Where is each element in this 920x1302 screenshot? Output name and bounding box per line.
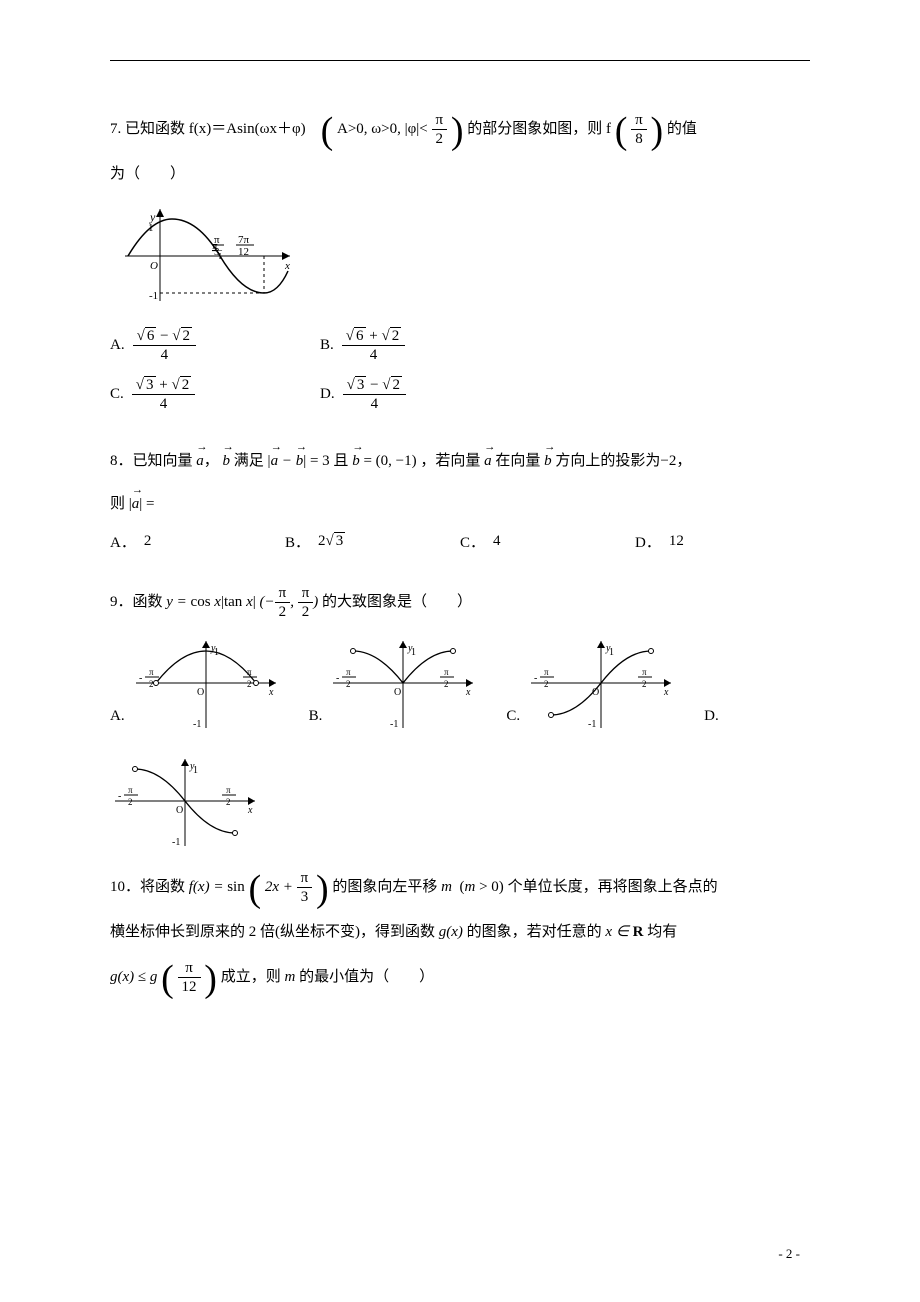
svg-text:2: 2 xyxy=(128,797,133,807)
svg-text:-: - xyxy=(534,673,537,684)
page-number: - 2 - xyxy=(778,1246,800,1262)
svg-text:π: π xyxy=(226,785,231,795)
svg-text:x: x xyxy=(465,687,471,698)
q9-options: A. O 1 -1 x y π2 - π2 B. xyxy=(110,633,810,851)
svg-text:O: O xyxy=(176,805,183,816)
q10-stem-line2: 横坐标伸长到原来的 2 倍(纵坐标不变)，得到函数 g(x) 的图象，若对任意的… xyxy=(110,916,810,949)
svg-text:O: O xyxy=(592,687,599,698)
svg-text:y: y xyxy=(407,643,413,654)
svg-text:O: O xyxy=(197,687,204,698)
svg-text:12: 12 xyxy=(238,246,249,258)
q8-opt-a: A．2 xyxy=(110,531,285,552)
svg-text:2: 2 xyxy=(149,679,154,689)
svg-text:3: 3 xyxy=(214,246,220,258)
svg-text:2: 2 xyxy=(444,679,449,689)
svg-text:-: - xyxy=(118,791,121,802)
svg-text:x: x xyxy=(268,687,274,698)
q10-stem-line3: g(x) ≤ g ( π12 ) 成立，则 m 的最小值为（ ） xyxy=(110,959,810,996)
q8-opt-b: B．23 xyxy=(285,531,460,552)
svg-text:x: x xyxy=(663,687,669,698)
q8-opt-c: C．4 xyxy=(460,531,635,552)
svg-text:π: π xyxy=(128,785,133,795)
svg-text:2: 2 xyxy=(642,679,647,689)
q7-graph: y 1 -1 O x π — π 3 7π 12 xyxy=(120,201,810,311)
svg-text:-: - xyxy=(336,673,339,684)
svg-text:7π: 7π xyxy=(238,234,250,246)
q7-stem-c: 的值 xyxy=(667,121,697,137)
svg-text:x: x xyxy=(284,260,290,272)
svg-text:O: O xyxy=(394,687,401,698)
svg-text:π: π xyxy=(642,667,647,677)
q7-options: A. 6 − 2 4 B. 6 + 2 4 C. 3 + 2 4 D. 3 − … xyxy=(110,327,810,425)
q9-opt-d: O 1 -1 x y π2 - π2 xyxy=(110,751,810,851)
q10-stem-line1: 10．将函数 f(x) = sin ( 2x + π3 ) 的图象向左平移 m … xyxy=(110,869,810,906)
svg-text:2: 2 xyxy=(346,679,351,689)
svg-text:y: y xyxy=(210,643,216,654)
q8-stem-line1: 8．已知向量 a， b 满足 |a − b| = 3 且 b = (0, −1)… xyxy=(110,445,810,478)
q9-stem: 9．函数 y = cos x|tan x| (−π2, π2) 的大致图象是（ … xyxy=(110,584,810,621)
q9-opt-c: C. O 1 -1 x y π2 - π2 xyxy=(506,633,676,733)
svg-text:-1: -1 xyxy=(390,719,398,730)
q8-opt-d: D．12 xyxy=(635,531,810,552)
q8-stem-line2: 则 |a| = xyxy=(110,488,810,521)
svg-text:x: x xyxy=(247,805,253,816)
svg-text:π: π xyxy=(214,234,220,246)
q9-opt-b: B. O 1 -1 x y π2 - π2 xyxy=(309,633,479,733)
svg-text:-1: -1 xyxy=(588,719,596,730)
q8-options: A．2 B．23 C．4 D．12 xyxy=(110,531,810,564)
svg-text:y: y xyxy=(189,761,195,772)
svg-text:π: π xyxy=(346,667,351,677)
svg-text:1: 1 xyxy=(148,222,154,234)
svg-text:2: 2 xyxy=(226,797,231,807)
q7-condition: ( A>0, ω>0, |φ|< π 2 ) xyxy=(321,121,468,137)
svg-text:2: 2 xyxy=(247,679,252,689)
q9-opt-d-label: D. xyxy=(704,708,719,733)
svg-text:π: π xyxy=(444,667,449,677)
svg-text:π: π xyxy=(149,667,154,677)
svg-text:-1: -1 xyxy=(149,290,158,302)
svg-text:-: - xyxy=(139,673,142,684)
q7-opt-d: D. 3 − 2 4 xyxy=(320,376,740,413)
exam-page: 7. 已知函数 f(x)＝Asin(ωx＋φ) ( A>0, ω>0, |φ|<… xyxy=(0,0,920,1302)
q7-stem-line2: 为（ ） xyxy=(110,158,810,191)
svg-text:π: π xyxy=(247,667,252,677)
top-rule xyxy=(110,60,810,61)
svg-text:O: O xyxy=(150,260,158,272)
svg-text:y: y xyxy=(605,643,611,654)
svg-text:2: 2 xyxy=(544,679,549,689)
q7-opt-a: A. 6 − 2 4 xyxy=(110,327,320,364)
q7-opt-b: B. 6 + 2 4 xyxy=(320,327,740,364)
q7-stem-line1: 7. 已知函数 f(x)＝Asin(ωx＋φ) ( A>0, ω>0, |φ|<… xyxy=(110,111,810,148)
q7-stem-a: 7. 已知函数 f(x)＝Asin(ωx＋φ) xyxy=(110,121,306,137)
q7-f-arg: ( π 8 ) xyxy=(615,121,667,137)
svg-text:π: π xyxy=(544,667,549,677)
q9-opt-a: A. O 1 -1 x y π2 - π2 xyxy=(110,633,281,733)
q7-stem-b: 的部分图象如图，则 f xyxy=(467,121,611,137)
svg-text:-1: -1 xyxy=(172,837,180,848)
q7-opt-c: C. 3 + 2 4 xyxy=(110,376,320,413)
svg-text:-1: -1 xyxy=(193,719,201,730)
